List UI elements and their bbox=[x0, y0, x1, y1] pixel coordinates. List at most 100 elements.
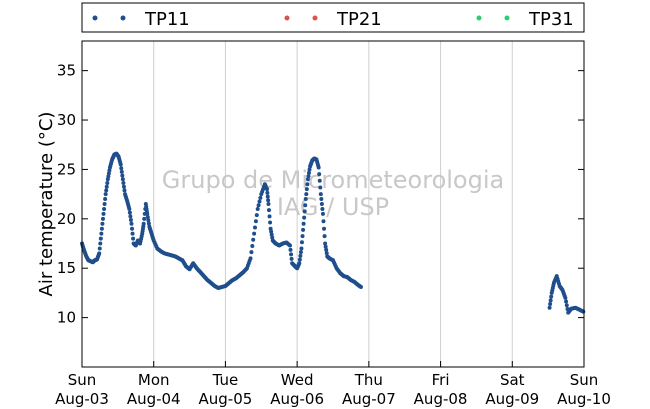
legend: TP11 TP21 TP31 bbox=[81, 2, 585, 33]
data-point-tp11 bbox=[322, 234, 327, 239]
data-point-tp11 bbox=[105, 177, 110, 182]
data-point-tp11 bbox=[102, 206, 107, 211]
x-tick-label-day: Wed bbox=[281, 371, 314, 389]
x-tick-label-day: Fri bbox=[432, 371, 450, 389]
data-point-tp11 bbox=[128, 218, 133, 223]
data-point-tp11 bbox=[547, 305, 552, 310]
data-point-tp11 bbox=[97, 246, 102, 251]
data-point-tp11 bbox=[548, 302, 553, 307]
x-tick-label-day: Thu bbox=[354, 371, 383, 389]
data-point-tp11 bbox=[122, 188, 127, 193]
x-tick-label-day: Sun bbox=[68, 371, 97, 389]
data-point-tp11 bbox=[250, 243, 255, 248]
data-point-tp11 bbox=[265, 190, 270, 195]
data-point-tp11 bbox=[101, 211, 106, 216]
data-point-tp11 bbox=[254, 213, 259, 218]
y-tick-label: 15 bbox=[57, 259, 76, 277]
data-point-tp11 bbox=[322, 226, 327, 231]
data-point-tp11 bbox=[303, 197, 308, 202]
data-point-tp11 bbox=[255, 206, 260, 211]
data-point-tp11 bbox=[102, 202, 107, 206]
data-point-tp11 bbox=[320, 206, 325, 211]
plot-frame bbox=[81, 40, 585, 368]
data-point-tp11 bbox=[146, 218, 151, 223]
data-point-tp11 bbox=[564, 299, 569, 304]
data-point-tp11 bbox=[97, 251, 102, 256]
data-point-tp11 bbox=[104, 184, 109, 189]
data-point-tp11 bbox=[301, 221, 306, 226]
legend-marker-tp31 bbox=[476, 15, 482, 21]
data-point-tp11 bbox=[269, 229, 274, 234]
data-point-tp11 bbox=[306, 170, 311, 175]
data-point-tp11 bbox=[256, 203, 261, 208]
data-point-tp11 bbox=[358, 284, 363, 289]
data-point-tp11 bbox=[128, 214, 133, 219]
data-point-tp11 bbox=[300, 234, 305, 239]
data-point-tp11 bbox=[266, 198, 271, 203]
data-point-tp11 bbox=[100, 221, 105, 226]
data-point-tp11 bbox=[103, 197, 108, 202]
data-point-tp11 bbox=[318, 185, 323, 190]
data-point-tp11 bbox=[100, 216, 105, 221]
data-point-tp11 bbox=[304, 192, 309, 197]
data-point-tp11 bbox=[297, 257, 302, 262]
data-point-tp11 bbox=[253, 219, 258, 224]
data-point-tp11 bbox=[118, 162, 123, 167]
y-tick-label: 10 bbox=[57, 309, 76, 327]
data-point-tp11 bbox=[269, 232, 274, 237]
data-point-tp11 bbox=[297, 261, 302, 266]
data-point-tp11 bbox=[299, 240, 304, 245]
data-point-tp11 bbox=[307, 167, 312, 172]
data-point-tp11 bbox=[146, 221, 151, 226]
data-point-tp11 bbox=[257, 199, 262, 204]
data-point-tp11 bbox=[288, 247, 293, 252]
data-point-tp11 bbox=[323, 241, 328, 246]
data-point-tp11 bbox=[98, 236, 103, 241]
y-axis-label: Air temperature (°C) bbox=[36, 112, 57, 297]
data-point-tp11 bbox=[106, 171, 111, 176]
x-tick-label-date: Aug-04 bbox=[127, 390, 181, 408]
data-point-tp11 bbox=[253, 225, 258, 230]
watermark-line-1: Grupo de Micrometeorologia bbox=[162, 166, 504, 194]
data-point-tp11 bbox=[301, 227, 306, 232]
data-point-tp11 bbox=[145, 215, 150, 220]
y-axis: 10 15 20 25 30 35 bbox=[57, 62, 584, 327]
data-point-tp11 bbox=[103, 192, 108, 197]
data-point-tp11 bbox=[121, 184, 126, 189]
data-point-tp11 bbox=[289, 256, 294, 261]
data-point-tp11 bbox=[266, 208, 271, 213]
data-point-tp11 bbox=[121, 181, 126, 186]
legend-marker-tp11 bbox=[120, 15, 126, 21]
x-tick-label-day: Sun bbox=[570, 371, 599, 389]
data-point-tp11 bbox=[120, 173, 125, 178]
data-point-tp11 bbox=[265, 194, 270, 199]
data-point-tp11 bbox=[287, 243, 292, 248]
data-point-tp11 bbox=[119, 169, 124, 174]
legend-entry-tp11: TP11 bbox=[92, 9, 190, 30]
y-tick-label: 35 bbox=[57, 62, 76, 80]
data-point-tp11 bbox=[268, 220, 273, 225]
x-tick-label-day: Mon bbox=[138, 371, 170, 389]
x-tick-label-day: Tue bbox=[212, 371, 239, 389]
data-point-tp11 bbox=[131, 236, 136, 241]
data-points bbox=[80, 151, 586, 315]
data-point-tp11 bbox=[319, 202, 324, 206]
legend-marker-tp21 bbox=[284, 15, 290, 21]
legend-label-tp31: TP31 bbox=[528, 9, 574, 30]
legend-entry-tp31: TP31 bbox=[476, 9, 574, 30]
y-tick-label: 25 bbox=[57, 160, 76, 178]
data-point-tp11 bbox=[98, 241, 103, 246]
data-point-tp11 bbox=[266, 202, 271, 206]
data-point-tp11 bbox=[130, 226, 135, 231]
data-point-tp11 bbox=[106, 174, 111, 179]
data-point-tp11 bbox=[305, 177, 310, 182]
data-point-tp11 bbox=[127, 210, 132, 215]
x-tick-label-date: Aug-03 bbox=[55, 390, 109, 408]
y-tick-label: 30 bbox=[57, 111, 76, 129]
data-point-tp11 bbox=[252, 231, 257, 236]
data-point-tp11 bbox=[142, 216, 147, 221]
x-tick-label-date: Aug-10 bbox=[557, 390, 611, 408]
data-point-tp11 bbox=[303, 203, 308, 208]
data-point-tp11 bbox=[548, 298, 553, 303]
